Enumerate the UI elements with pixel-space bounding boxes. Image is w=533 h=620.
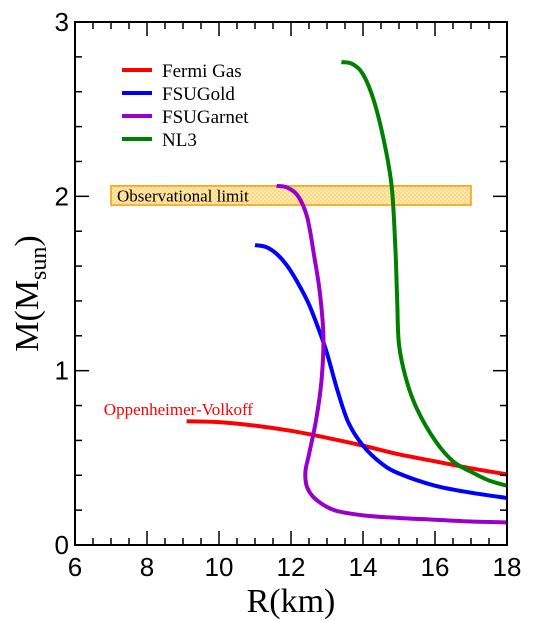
y-axis-title: M(Msun) [9, 235, 52, 351]
x-tick-label: 6 [68, 552, 82, 582]
y-axis-title-sub: sun [26, 247, 52, 280]
observational-limit-label: Observational limit [117, 186, 249, 205]
series-layer [187, 62, 507, 522]
x-tick-label: 14 [349, 552, 378, 582]
y-tick-label: 3 [55, 7, 69, 37]
x-tick-label: 10 [205, 552, 234, 582]
x-tick-label: 12 [277, 552, 306, 582]
x-tick-label: 18 [493, 552, 522, 582]
tick-layer [75, 22, 507, 545]
x-tick-label: 8 [140, 552, 154, 582]
x-axis-title: R(km) [247, 583, 336, 620]
plot-frame [75, 22, 507, 545]
annotation-oppenheimer-volkoff: Oppenheimer-Volkoff [104, 400, 254, 419]
legend-label-fermi-gas: Fermi Gas [162, 61, 242, 82]
y-tick-label: 2 [55, 181, 69, 211]
y-tick-label: 1 [55, 356, 69, 386]
legend-label-fsugarnet: FSUGarnet [162, 107, 249, 128]
series-line-nl3 [341, 62, 507, 486]
y-axis-title-close: ) [9, 235, 46, 246]
legend-label-nl3: NL3 [162, 130, 197, 151]
series-line-fsugold [255, 245, 507, 498]
y-tick-label: 0 [55, 530, 69, 560]
y-axis-title-main: M(M [9, 280, 46, 352]
legend-label-fsugold: FSUGold [162, 84, 235, 105]
x-tick-label: 16 [421, 552, 450, 582]
